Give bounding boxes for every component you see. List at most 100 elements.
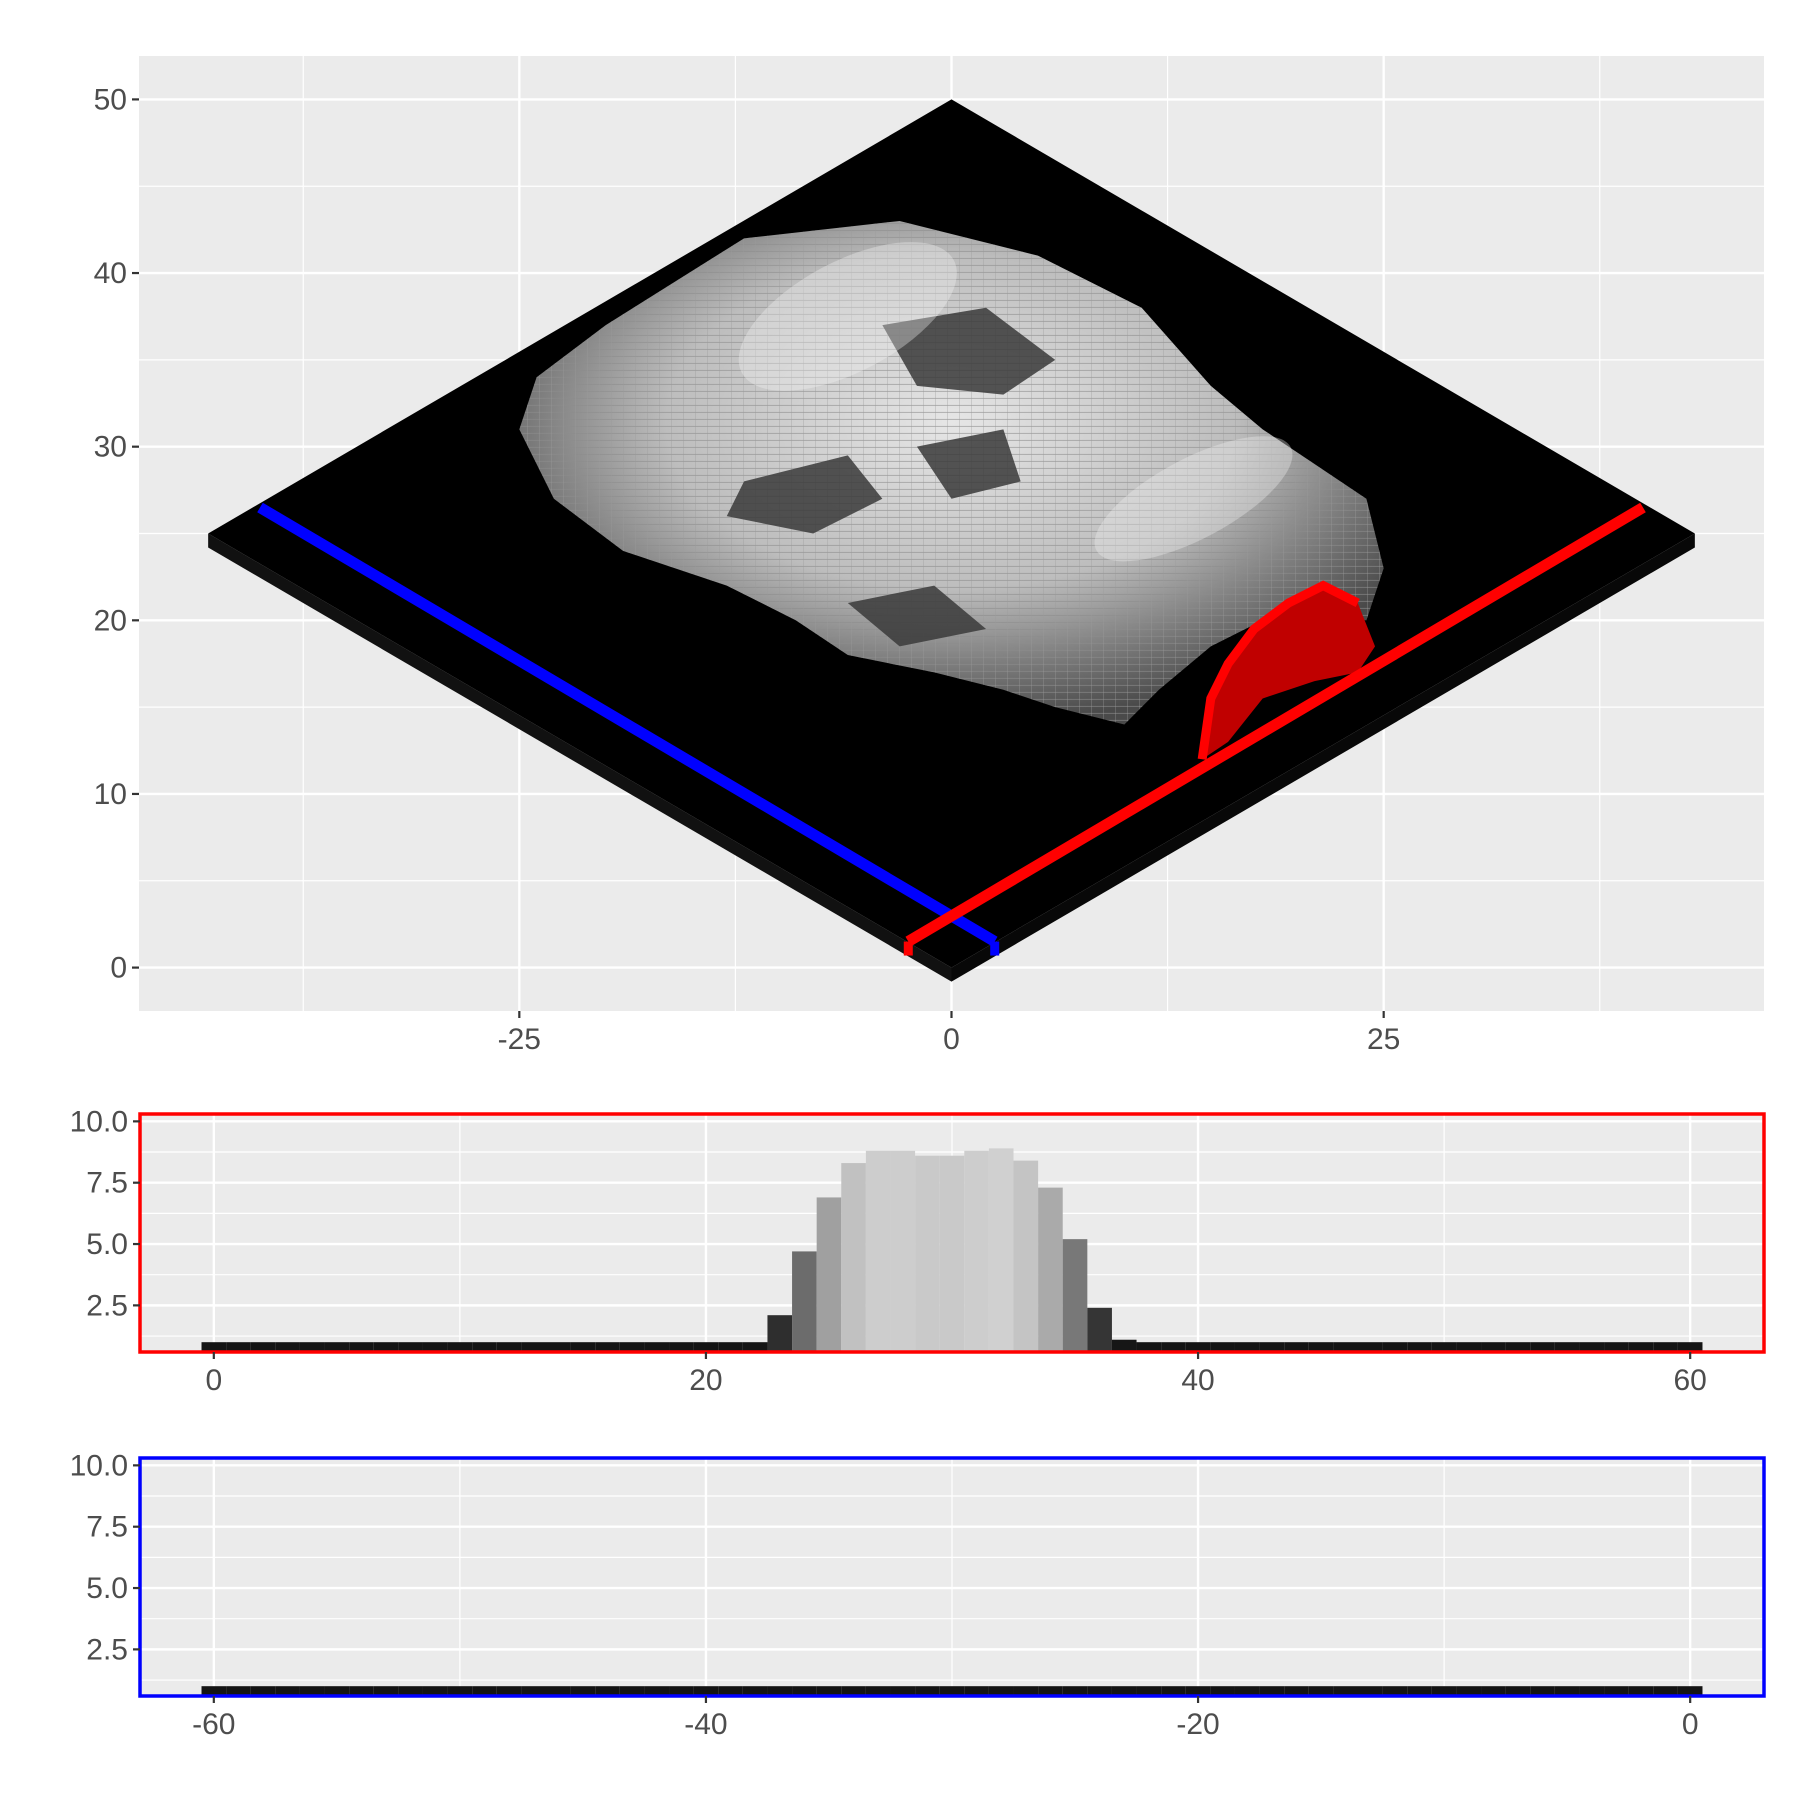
blue-bar — [767, 1686, 793, 1696]
blue-bar — [890, 1686, 916, 1696]
red-bar — [792, 1251, 817, 1352]
red-bar — [1136, 1342, 1162, 1352]
skull-highlight — [738, 242, 957, 391]
blue-bar — [1628, 1686, 1654, 1696]
red-bar — [1038, 1187, 1063, 1352]
red-bar — [644, 1342, 670, 1352]
blue-bar — [1284, 1686, 1309, 1696]
red-bar — [890, 1150, 916, 1352]
voxel-panel: -25 0 25 0 10 20 30 40 50 — [94, 56, 1764, 1056]
red-section-line — [905, 502, 1646, 947]
blue-bar — [1087, 1686, 1112, 1696]
red-bar — [1579, 1342, 1605, 1352]
top-y-tick-label: 30 — [94, 431, 127, 464]
red-bar — [447, 1342, 473, 1352]
top-y-tick-label: 40 — [94, 257, 127, 290]
blue-section-line — [257, 502, 998, 947]
red-bar — [669, 1342, 694, 1352]
red-bar — [1234, 1342, 1260, 1352]
blue-bar — [1456, 1686, 1482, 1696]
blue-panel-border — [138, 1456, 1766, 1698]
red-bar — [865, 1150, 891, 1352]
red-bar — [521, 1342, 546, 1352]
top-x-tick-label: 25 — [1367, 1023, 1400, 1056]
blue-bar — [1382, 1686, 1408, 1696]
blue-bar — [1234, 1686, 1260, 1696]
blue-bar — [472, 1686, 497, 1696]
red-section-outline — [1197, 580, 1360, 760]
red-bar — [201, 1342, 227, 1352]
top-x-tick-label: -25 — [498, 1023, 541, 1056]
red-bar — [422, 1342, 448, 1352]
blue-x-tick-label: -20 — [1176, 1708, 1219, 1741]
blue-x-tick-label: -40 — [684, 1708, 727, 1741]
blue-bar — [422, 1686, 448, 1696]
blue-bar — [1431, 1686, 1457, 1696]
blue-bar — [915, 1686, 940, 1696]
red-bar — [693, 1342, 719, 1352]
red-bar — [939, 1155, 965, 1352]
red-bar — [718, 1342, 743, 1352]
blue-bar — [1062, 1686, 1088, 1696]
red-bar — [964, 1150, 989, 1352]
red-x-tick-label: 20 — [689, 1364, 722, 1397]
blue-bar — [447, 1686, 473, 1696]
blue-bar — [1038, 1686, 1063, 1696]
blue-bar — [299, 1686, 325, 1696]
red-bar — [1628, 1342, 1654, 1352]
blue-bar — [546, 1686, 571, 1696]
blue-bar — [841, 1686, 866, 1696]
top-y-tick-label: 20 — [94, 604, 127, 637]
red-bar — [1530, 1342, 1555, 1352]
blue-bar — [1259, 1686, 1285, 1696]
red-bar — [546, 1342, 571, 1352]
red-bar — [349, 1342, 374, 1352]
blue-bar — [250, 1686, 276, 1696]
blue-bar — [742, 1686, 768, 1696]
red-x-tick-label: 60 — [1673, 1364, 1706, 1397]
red-x-tick-label: 40 — [1181, 1364, 1214, 1397]
blue-bar — [792, 1686, 817, 1696]
red-bars — [201, 1148, 1703, 1352]
red-panel-border — [138, 1112, 1766, 1354]
blue-bar — [1308, 1686, 1334, 1696]
eye-socket-upper — [882, 307, 1056, 395]
red-bar — [767, 1315, 793, 1352]
blue-bar — [349, 1686, 374, 1696]
blue-bar — [619, 1686, 645, 1696]
blue-bar — [226, 1686, 251, 1696]
red-y-tick-label: 10.0 — [70, 1105, 128, 1138]
red-bar — [472, 1342, 497, 1352]
red-bar — [1161, 1342, 1186, 1352]
red-bar — [373, 1342, 399, 1352]
jaw-shadow — [847, 585, 987, 647]
red-bar — [1382, 1342, 1408, 1352]
blue-bar — [201, 1686, 227, 1696]
blue-y-tick-label: 10.0 — [70, 1449, 128, 1482]
red-bar — [1481, 1342, 1506, 1352]
top-y-tick-label: 10 — [94, 778, 127, 811]
red-bar — [595, 1342, 620, 1352]
red-bar — [619, 1342, 645, 1352]
nasal-cavity — [916, 429, 1021, 499]
top-y-tick-label: 50 — [94, 83, 127, 116]
red-bar — [915, 1155, 940, 1352]
blue-bar — [988, 1686, 1014, 1696]
blue-bar — [1554, 1686, 1580, 1696]
red-bar — [1407, 1342, 1432, 1352]
red-bar — [1677, 1342, 1703, 1352]
red-bar — [1013, 1160, 1039, 1352]
blue-bar — [1481, 1686, 1506, 1696]
blue-bar — [939, 1686, 965, 1696]
red-bar — [1456, 1342, 1482, 1352]
blue-bar — [693, 1686, 719, 1696]
red-bar — [1333, 1342, 1358, 1352]
red-bar — [742, 1342, 768, 1352]
red-bar — [250, 1342, 276, 1352]
blue-section-panel: -60 -40 -20 0 2.5 5.0 7.5 10.0 — [70, 1449, 1766, 1741]
skull-highlight — [1094, 436, 1293, 562]
red-x-tick-label: 0 — [205, 1364, 222, 1397]
blue-bar — [1136, 1686, 1162, 1696]
red-bar — [988, 1148, 1014, 1352]
blue-x-tick-label: -60 — [192, 1708, 235, 1741]
